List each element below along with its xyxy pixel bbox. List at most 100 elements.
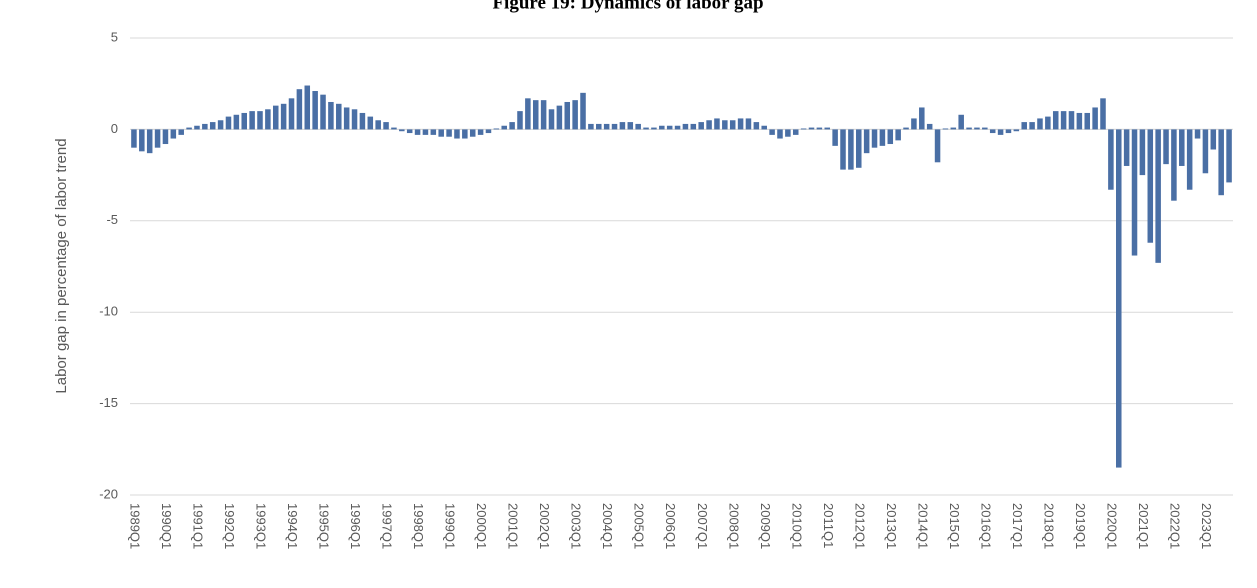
bar [320,94,326,130]
bar [895,129,901,141]
x-tick-label: 2015Q1 [947,503,962,549]
x-tick-label: 2014Q1 [915,503,930,549]
bar [1139,129,1146,176]
bar [1045,116,1051,130]
x-tick-label: 2019Q1 [1073,503,1088,549]
x-tick-label: 2006Q1 [663,503,678,549]
bar [367,116,374,130]
bar [383,122,389,130]
bar [564,101,571,130]
y-tick-label: -5 [106,212,118,227]
x-tick-label: 2010Q1 [789,503,804,549]
bar [588,123,594,130]
bar [1021,122,1027,130]
bar [280,103,287,130]
x-tick-label: 2023Q1 [1199,503,1214,549]
bar [871,129,878,148]
bar [1092,107,1098,130]
y-axis-label: Labor gap in percentage of labor trend [53,138,70,393]
x-tick-label: 2011Q1 [821,503,836,548]
bar [808,127,815,130]
bar [840,129,846,170]
x-tick-label: 1991Q1 [191,503,206,549]
bar [336,103,342,130]
bar [162,129,169,145]
bar [517,111,523,130]
bar [477,129,484,135]
bar [1186,129,1193,190]
bar [1226,129,1232,183]
bar [659,125,665,130]
bar [966,127,972,130]
bar [375,120,381,130]
x-tick-label: 2000Q1 [474,503,489,549]
bar [643,127,649,130]
bar [525,98,531,130]
bar [824,127,831,130]
bar [777,129,783,139]
bar [540,100,547,130]
bar [1100,98,1106,130]
bar [351,109,358,130]
x-tick-label: 1999Q1 [443,503,458,549]
bar [493,128,500,130]
bar [249,111,255,130]
bar [619,122,626,130]
y-tick-label: -15 [99,395,118,410]
bar [532,100,539,130]
bar [926,123,933,130]
bar [596,123,602,130]
bar [1179,129,1185,166]
bar [792,129,799,135]
bar [209,122,216,130]
bar [722,120,728,130]
bar [1108,129,1114,190]
x-tick-label: 2016Q1 [978,503,993,549]
bar [997,129,1004,135]
bar [919,107,925,130]
bar [438,129,444,137]
x-tick-label: 2017Q1 [1010,503,1025,549]
bar [1155,129,1161,263]
bar [485,129,492,134]
chart-title: Figure 19: Dynamics of labor gap [492,0,763,13]
bar [982,127,988,130]
x-tick-label: 2001Q1 [506,503,521,549]
x-tick-label: 1992Q1 [222,503,237,549]
bar [611,123,618,130]
bar [698,122,704,130]
bar [666,125,673,130]
bar [469,129,476,137]
y-tick-label: 5 [111,29,118,44]
bar [769,129,775,135]
bar [359,112,366,130]
x-tick-label: 1989Q1 [128,503,143,549]
bar [391,127,397,130]
bar [761,125,767,130]
y-tick-label: -10 [99,304,118,319]
bar [848,129,854,170]
y-tick-label: -20 [99,486,118,501]
x-tick-label: 2007Q1 [695,503,710,549]
bar [603,123,610,130]
bar [454,129,460,139]
bar [1013,129,1020,132]
bar [1210,129,1217,150]
bar [832,129,838,146]
bar [903,127,909,130]
bar [462,129,468,139]
bar [1202,129,1209,174]
bar [1147,129,1154,243]
bar [1116,129,1122,468]
bar [627,122,634,130]
bar [863,129,870,154]
bar [816,127,823,130]
bar [217,120,224,130]
bar [911,118,917,130]
bar [879,129,886,146]
x-tick-label: 1996Q1 [348,503,363,549]
bar [1052,111,1059,130]
bar [446,129,452,137]
bar [186,127,192,130]
